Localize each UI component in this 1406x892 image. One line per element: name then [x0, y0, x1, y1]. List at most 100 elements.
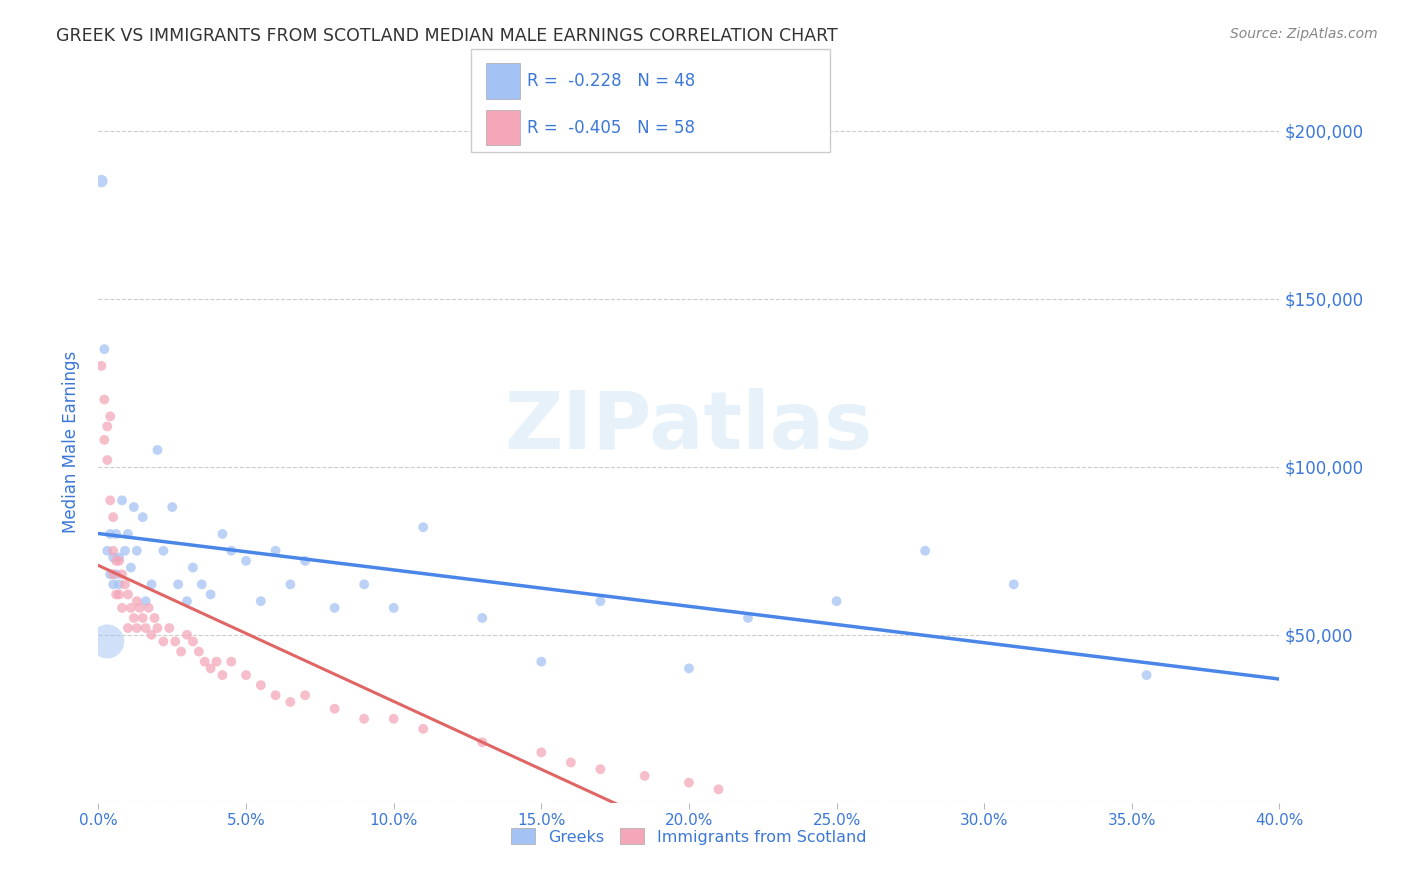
Point	[211, 527, 233, 541]
Point	[98, 527, 121, 541]
Point	[471, 611, 494, 625]
Point	[93, 392, 115, 407]
Point	[105, 554, 128, 568]
Point	[382, 600, 405, 615]
Point	[117, 527, 139, 541]
Point	[98, 409, 121, 424]
Text: R =  -0.228   N = 48: R = -0.228 N = 48	[527, 72, 696, 90]
Point	[181, 634, 204, 648]
Point	[323, 600, 346, 615]
Point	[103, 567, 125, 582]
Point	[98, 493, 121, 508]
Point	[157, 621, 180, 635]
Point	[105, 567, 128, 582]
Point	[294, 688, 316, 702]
Point	[200, 587, 222, 601]
Point	[141, 628, 163, 642]
Point	[132, 611, 155, 625]
Point	[96, 453, 118, 467]
Point	[96, 419, 118, 434]
Point	[108, 587, 131, 601]
Point	[678, 775, 700, 789]
Point	[122, 611, 145, 625]
Point	[176, 628, 198, 642]
Point	[135, 594, 157, 608]
Point	[235, 554, 257, 568]
Point	[111, 600, 134, 615]
Point	[264, 543, 287, 558]
Point	[1136, 668, 1159, 682]
Point	[152, 634, 174, 648]
Point	[146, 442, 169, 457]
Point	[221, 543, 243, 558]
Point	[560, 756, 582, 770]
Point	[98, 567, 121, 582]
Point	[211, 668, 233, 682]
Point	[264, 688, 287, 702]
Point	[138, 600, 160, 615]
Point	[280, 695, 302, 709]
Point	[125, 594, 148, 608]
Point	[162, 500, 183, 514]
Point	[221, 655, 243, 669]
Point	[114, 543, 136, 558]
Point	[103, 550, 125, 565]
Point	[111, 493, 134, 508]
Point	[103, 577, 125, 591]
Point	[117, 587, 139, 601]
Text: ZIPatlas: ZIPatlas	[505, 388, 873, 467]
Point	[103, 543, 125, 558]
Point	[634, 769, 657, 783]
Point	[914, 543, 936, 558]
Point	[707, 782, 730, 797]
Point	[117, 621, 139, 635]
Point	[96, 543, 118, 558]
Point	[382, 712, 405, 726]
Point	[250, 594, 273, 608]
Text: Source: ZipAtlas.com: Source: ZipAtlas.com	[1230, 27, 1378, 41]
Point	[353, 712, 375, 726]
Point	[589, 594, 612, 608]
Point	[90, 174, 112, 188]
Point	[108, 550, 131, 565]
Point	[678, 661, 700, 675]
Point	[412, 520, 434, 534]
Point	[103, 510, 125, 524]
Point	[93, 433, 115, 447]
Point	[176, 594, 198, 608]
Point	[191, 577, 214, 591]
Point	[96, 634, 118, 648]
Text: GREEK VS IMMIGRANTS FROM SCOTLAND MEDIAN MALE EARNINGS CORRELATION CHART: GREEK VS IMMIGRANTS FROM SCOTLAND MEDIAN…	[56, 27, 838, 45]
Point	[194, 655, 217, 669]
Point	[120, 600, 142, 615]
Point	[280, 577, 302, 591]
Point	[125, 543, 148, 558]
Point	[353, 577, 375, 591]
Point	[165, 634, 187, 648]
Point	[108, 577, 131, 591]
Point	[120, 560, 142, 574]
Point	[128, 600, 150, 615]
Point	[141, 577, 163, 591]
Point	[294, 554, 316, 568]
Point	[187, 644, 209, 658]
Point	[111, 567, 134, 582]
Point	[471, 735, 494, 749]
Point	[181, 560, 204, 574]
Point	[114, 577, 136, 591]
Point	[125, 621, 148, 635]
Text: R =  -0.405   N = 58: R = -0.405 N = 58	[527, 119, 695, 136]
Point	[1002, 577, 1025, 591]
Point	[412, 722, 434, 736]
Point	[105, 527, 128, 541]
Y-axis label: Median Male Earnings: Median Male Earnings	[62, 351, 80, 533]
Point	[132, 510, 155, 524]
Point	[200, 661, 222, 675]
Point	[146, 621, 169, 635]
Point	[93, 342, 115, 356]
Point	[167, 577, 190, 591]
Point	[205, 655, 228, 669]
Point	[737, 611, 759, 625]
Point	[152, 543, 174, 558]
Point	[170, 644, 193, 658]
